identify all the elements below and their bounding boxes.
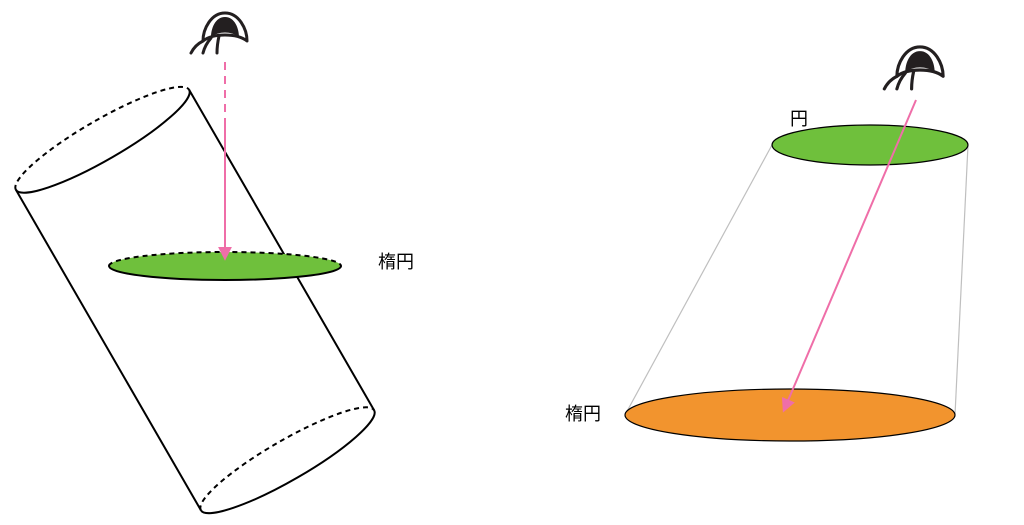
right-top-ellipse [772, 125, 968, 165]
right-eye-icon [884, 47, 943, 89]
left-ellipse-label: 楕円 [378, 248, 414, 274]
right-ellipse-label: 楕円 [565, 400, 601, 426]
right-cylinder [625, 145, 968, 415]
left-eye-icon [191, 13, 247, 53]
right-circle-label: 円 [790, 105, 808, 131]
diagram-canvas [0, 0, 1024, 525]
left-cylinder [6, 72, 384, 525]
